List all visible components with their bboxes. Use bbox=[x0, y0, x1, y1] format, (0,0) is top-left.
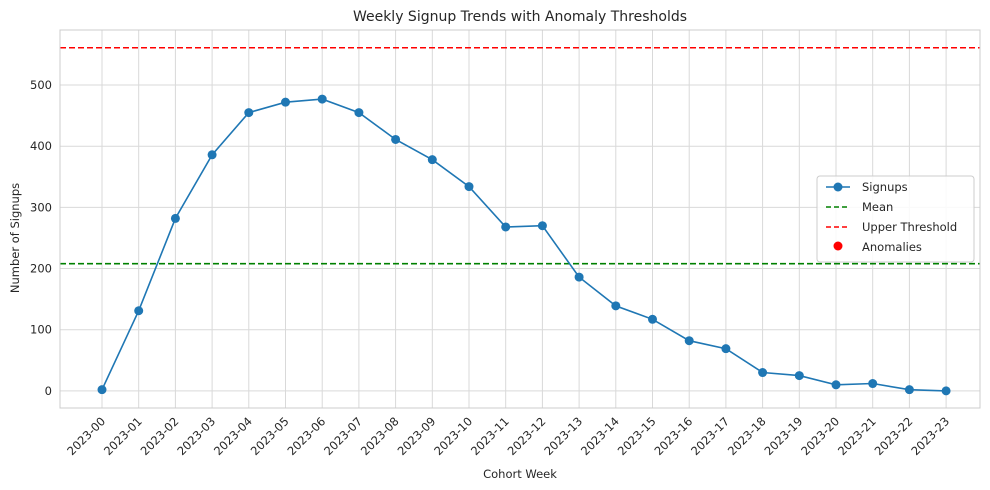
y-axis-label: Number of Signups bbox=[8, 183, 22, 293]
series bbox=[97, 94, 951, 396]
data-point bbox=[684, 336, 694, 346]
y-tick-label: 300 bbox=[30, 200, 52, 214]
data-point bbox=[97, 385, 107, 395]
legend-label-anomalies: Anomalies bbox=[862, 240, 922, 254]
data-point bbox=[207, 150, 217, 160]
data-point bbox=[868, 379, 878, 389]
data-point bbox=[501, 222, 511, 232]
y-tick-label: 100 bbox=[30, 323, 52, 337]
x-axis-label: Cohort Week bbox=[483, 467, 557, 481]
data-point bbox=[611, 301, 621, 311]
legend-marker-anomalies bbox=[833, 241, 843, 251]
data-point bbox=[354, 108, 364, 118]
y-tick-labels: 0 100 200 300 400 500 bbox=[30, 78, 52, 398]
data-point bbox=[758, 368, 768, 378]
y-tick-label: 400 bbox=[30, 139, 52, 153]
legend: Signups Mean Upper Threshold Anomalies bbox=[816, 175, 975, 263]
data-point bbox=[537, 221, 547, 231]
series-line-signups bbox=[101, 98, 947, 392]
data-point bbox=[464, 182, 474, 192]
data-point bbox=[391, 134, 401, 144]
data-point bbox=[648, 314, 657, 324]
data-point bbox=[941, 386, 951, 396]
data-point bbox=[134, 306, 144, 316]
plot-frame bbox=[59, 29, 981, 409]
y-tick-label: 200 bbox=[30, 262, 52, 276]
data-point bbox=[317, 94, 327, 104]
data-point bbox=[794, 371, 804, 381]
data-point bbox=[721, 344, 731, 354]
legend-label-mean: Mean bbox=[862, 200, 893, 214]
data-point bbox=[170, 213, 180, 223]
legend-marker-signups bbox=[833, 182, 843, 192]
data-point bbox=[574, 272, 584, 282]
data-point bbox=[904, 385, 914, 395]
legend-label-signups: Signups bbox=[862, 180, 908, 194]
y-tick-label: 0 bbox=[45, 384, 52, 398]
y-tick-label: 500 bbox=[30, 78, 52, 92]
data-point bbox=[244, 108, 254, 118]
chart-title: Weekly Signup Trends with Anomaly Thresh… bbox=[353, 9, 687, 25]
legend-label-upper-threshold: Upper Threshold bbox=[862, 220, 957, 234]
data-point bbox=[831, 380, 841, 390]
reference-lines bbox=[60, 46, 980, 265]
data-point bbox=[427, 155, 437, 165]
legend-box bbox=[816, 175, 975, 263]
data-point bbox=[281, 97, 290, 107]
